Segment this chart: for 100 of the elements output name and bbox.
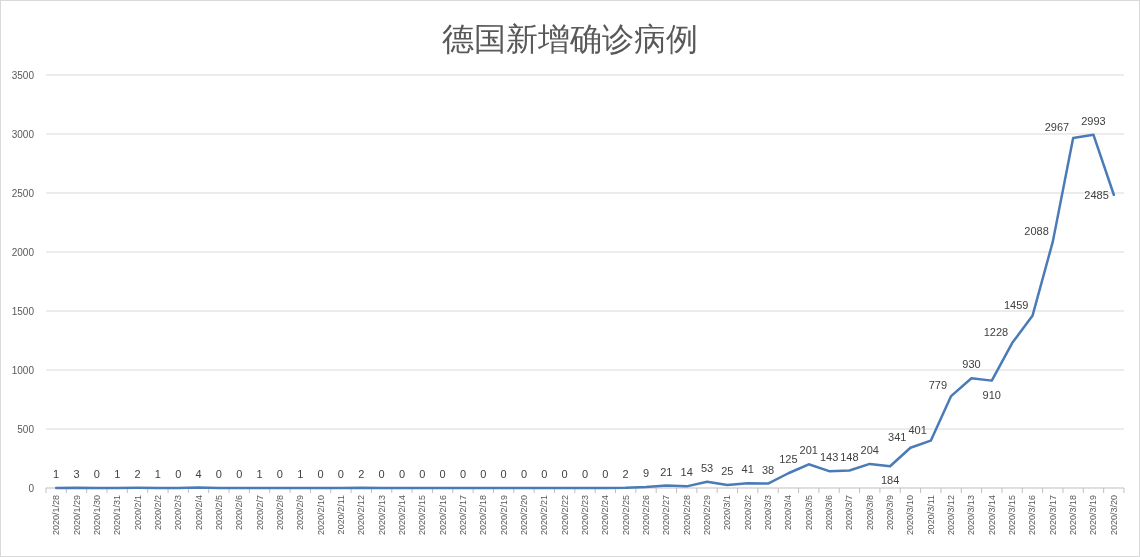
data-label: 2088: [1024, 224, 1049, 237]
x-tick-label: 2020/3/19: [1088, 495, 1099, 536]
x-tick-label: 2020/3/14: [986, 495, 997, 536]
x-tick-label: 2020/2/24: [600, 495, 611, 536]
x-tick-label: 2020/2/6: [234, 495, 245, 531]
data-label: 2: [622, 467, 629, 480]
x-tick-label: 2020/3/11: [925, 495, 936, 535]
data-label: 204: [860, 443, 879, 456]
x-tick-label: 2020/3/6: [824, 495, 835, 531]
x-tick-label: 2020/2/4: [193, 495, 204, 531]
x-tick-label: 2020/2/26: [641, 495, 651, 536]
data-label: 0: [500, 468, 507, 480]
x-tick-label: 2020/3/3: [763, 495, 774, 531]
x-tick-label: 2020/2/21: [539, 495, 550, 536]
data-label: 201: [799, 444, 818, 457]
x-tick-label: 2020/2/3: [173, 495, 184, 531]
data-label: 0: [439, 468, 446, 480]
data-label: 1: [114, 467, 121, 480]
x-tick-label: 2020/2/23: [580, 495, 590, 536]
data-label: 53: [700, 461, 714, 474]
data-label: 401: [908, 423, 927, 436]
data-label: 779: [928, 379, 948, 392]
x-tick-label: 2020/2/1: [132, 495, 143, 531]
data-label: 4: [195, 467, 202, 480]
data-label: 125: [779, 453, 798, 466]
data-label: 38: [761, 463, 775, 476]
data-label: 143: [819, 451, 839, 464]
x-tick-label: 2020/3/9: [885, 495, 896, 531]
x-tick-label: 2020/2/12: [356, 495, 367, 536]
data-label: 0: [419, 468, 426, 480]
x-tick-label: 2020/3/18: [1068, 495, 1079, 536]
data-label: 0: [215, 468, 222, 480]
y-tick-label: 0: [28, 482, 34, 494]
data-label: 1: [256, 467, 263, 480]
x-tick-label: 2020/3/17: [1047, 495, 1058, 536]
data-label: 25: [721, 465, 734, 478]
data-label: 0: [93, 468, 100, 480]
y-tick-label: 2500: [11, 187, 34, 199]
data-label: 0: [561, 468, 568, 480]
data-label: 0: [480, 468, 487, 480]
x-tick-label: 2020/2/28: [681, 495, 692, 536]
x-tick-label: 2020/1/30: [91, 495, 102, 536]
data-label: 2967: [1044, 120, 1070, 133]
data-label: 0: [602, 468, 609, 480]
data-label: 0: [520, 468, 528, 480]
x-tick-label: 2020/2/15: [417, 495, 428, 536]
x-tick-label: 2020/3/8: [864, 495, 875, 531]
data-label: 910: [982, 388, 1001, 401]
data-label: 3: [73, 467, 80, 480]
data-label: 2: [358, 467, 365, 480]
x-tick-label: 2020/2/19: [498, 495, 509, 536]
x-tick-label: 2020/3/5: [803, 495, 814, 531]
data-label: 184: [880, 474, 900, 487]
data-label: 14: [680, 466, 693, 479]
x-tick-label: 2020/3/12: [946, 495, 957, 536]
data-label: 0: [337, 468, 344, 480]
x-tick-label: 2020/2/25: [620, 495, 631, 536]
data-label: 148: [840, 450, 859, 463]
title: 德国新增确诊病例: [442, 20, 698, 58]
x-tick-label: 2020/2/22: [559, 495, 570, 536]
x-tick-label: 2020/1/29: [71, 495, 82, 536]
y-tick-label: 3000: [11, 128, 34, 140]
y-tick-label: 500: [17, 423, 34, 435]
x-tick-label: 2020/2/20: [519, 495, 529, 536]
y-tick-label: 1500: [11, 305, 34, 317]
data-label: 930: [962, 358, 981, 371]
data-label: 1: [154, 467, 161, 480]
data-label: 21: [660, 465, 673, 478]
y-tick-label: 1000: [11, 364, 34, 376]
x-tick-label: 2020/2/8: [274, 495, 285, 531]
x-tick-label: 2020/2/14: [396, 495, 407, 536]
data-label: 2: [134, 467, 141, 480]
x-tick-label: 2020/3/1: [722, 495, 733, 531]
x-tick-label: 2020/2/13: [376, 495, 387, 536]
data-label: 2485: [1084, 188, 1109, 201]
y-tick-label: 2000: [11, 246, 34, 258]
data-label: 1459: [1004, 298, 1029, 311]
x-tick-label: 2020/3/2: [742, 495, 753, 531]
data-label: 41: [741, 463, 754, 476]
data-label: 0: [581, 468, 589, 480]
x-tick-label: 2020/2/5: [213, 495, 224, 531]
data-label: 0: [541, 468, 548, 480]
data-label: 0: [317, 468, 324, 480]
data-label: 341: [888, 430, 907, 443]
x-tick-label: 2020/3/7: [844, 495, 855, 531]
y-tick-label: 3500: [11, 69, 34, 81]
x-tick-label: 2020/2/7: [254, 495, 265, 531]
x-tick-label: 2020/2/9: [295, 495, 306, 531]
data-label: 0: [236, 468, 243, 480]
x-tick-label: 2020/3/15: [1007, 495, 1018, 536]
x-tick-label: 2020/1/28: [51, 495, 62, 536]
x-tick-label: 2020/2/29: [702, 495, 713, 536]
data-label: 0: [276, 468, 283, 480]
x-tick-label: 2020/2/2: [152, 495, 163, 531]
data-label: 0: [459, 468, 466, 480]
x-tick-label: 2020/3/16: [1027, 495, 1038, 536]
x-tick-label: 2020/2/17: [457, 495, 468, 536]
data-label: 9: [642, 466, 650, 479]
x-tick-label: 2020/2/10: [315, 495, 326, 536]
data-label: 0: [378, 468, 385, 480]
